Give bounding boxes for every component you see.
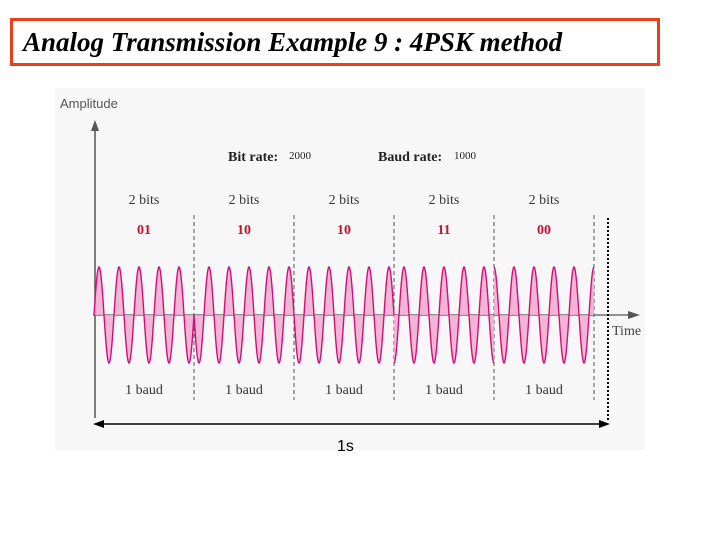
- time-axis-arrow: [628, 311, 640, 319]
- baud-column: 2 bits 00 1 baud: [525, 193, 563, 398]
- time-label: Time: [612, 324, 641, 339]
- duration-arrow-left-head: [93, 420, 104, 428]
- bit-code: 01: [137, 223, 151, 238]
- amplitude-axis-arrow: [91, 120, 99, 131]
- baud-label: 1 baud: [525, 383, 563, 398]
- bits-label: 2 bits: [229, 193, 260, 208]
- baud-column: 2 bits 01 1 baud: [125, 193, 163, 398]
- bit-rate-value: 2000: [289, 150, 312, 162]
- bit-code: 10: [237, 223, 251, 238]
- baud-column: 2 bits 10 1 baud: [225, 193, 263, 398]
- duration-label: 1s: [337, 438, 354, 455]
- wave-segment: [393, 265, 495, 365]
- bit-code: 11: [437, 223, 450, 238]
- bits-label: 2 bits: [129, 193, 160, 208]
- baud-label: 1 baud: [125, 383, 163, 398]
- 4psk-waveform: [93, 265, 595, 365]
- baud-rate-value: 1000: [454, 150, 477, 162]
- wave-segment: [293, 265, 395, 365]
- amplitude-label: Amplitude: [60, 96, 118, 111]
- baud-label: 1 baud: [425, 383, 463, 398]
- wave-segment: [93, 265, 195, 365]
- bit-code: 00: [537, 223, 551, 238]
- bits-label: 2 bits: [429, 193, 460, 208]
- wave-segment: [193, 265, 295, 365]
- bit-rate-label: Bit rate:: [228, 150, 278, 165]
- wave-segment: [493, 265, 595, 365]
- bit-code: 10: [337, 223, 351, 238]
- bits-label: 2 bits: [329, 193, 360, 208]
- wave-fill-segment: [494, 267, 594, 363]
- baud-column: 2 bits 11 1 baud: [425, 193, 463, 398]
- bits-label: 2 bits: [529, 193, 560, 208]
- baud-column: 2 bits 10 1 baud: [325, 193, 363, 398]
- baud-rate-label: Baud rate:: [378, 150, 442, 165]
- slide-title: Analog Transmission Example 9 : 4PSK met…: [23, 27, 563, 57]
- baud-label: 1 baud: [325, 383, 363, 398]
- baud-label: 1 baud: [225, 383, 263, 398]
- duration-arrow-right-head: [599, 420, 610, 428]
- wave-fill-segment: [394, 267, 494, 363]
- title-box: Analog Transmission Example 9 : 4PSK met…: [10, 18, 660, 66]
